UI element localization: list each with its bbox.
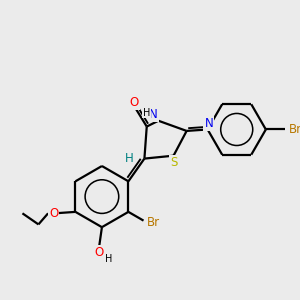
Text: Br: Br [288,123,300,136]
Text: O: O [94,246,103,259]
Text: H: H [143,108,150,118]
Text: N: N [149,108,158,121]
Text: O: O [49,207,58,220]
Text: O: O [130,96,139,109]
Text: Br: Br [147,216,160,229]
Text: S: S [170,156,177,169]
Text: H: H [105,254,112,264]
Text: N: N [204,117,213,130]
Text: H: H [125,152,134,164]
